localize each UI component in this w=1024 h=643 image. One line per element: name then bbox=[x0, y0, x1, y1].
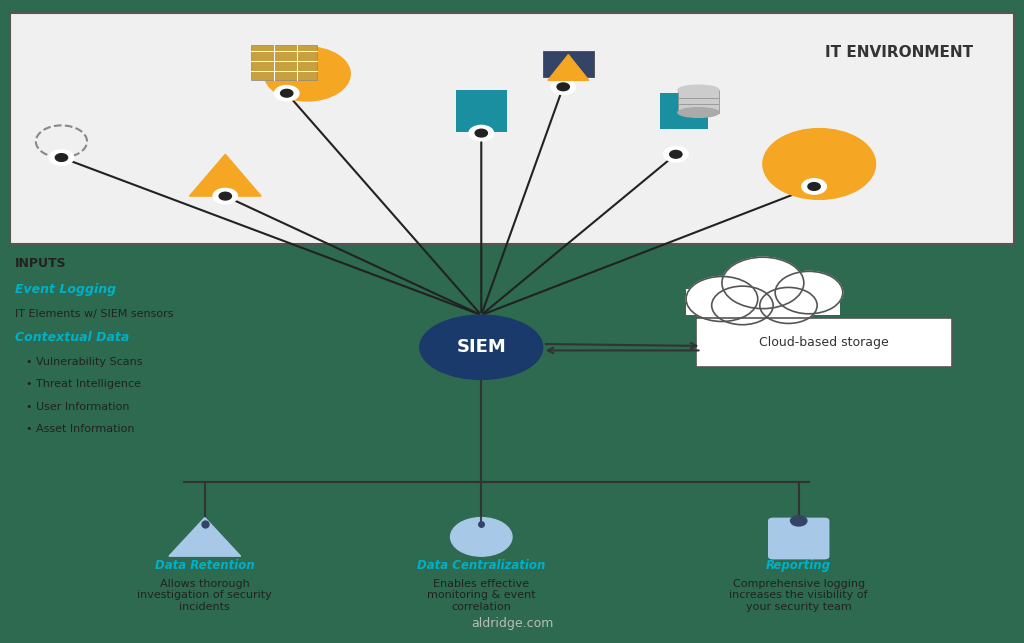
Circle shape bbox=[712, 286, 773, 325]
Circle shape bbox=[274, 86, 299, 101]
Circle shape bbox=[451, 518, 512, 556]
Circle shape bbox=[670, 150, 682, 158]
Text: Allows thorough
investigation of security
incidents: Allows thorough investigation of securit… bbox=[137, 579, 272, 612]
FancyBboxPatch shape bbox=[456, 90, 507, 132]
Text: • Asset Information: • Asset Information bbox=[26, 424, 134, 435]
Circle shape bbox=[686, 276, 758, 322]
Circle shape bbox=[219, 192, 231, 200]
Circle shape bbox=[664, 147, 688, 162]
FancyBboxPatch shape bbox=[251, 45, 317, 80]
Circle shape bbox=[551, 79, 575, 95]
Circle shape bbox=[775, 271, 843, 314]
Polygon shape bbox=[169, 518, 241, 556]
FancyBboxPatch shape bbox=[543, 51, 594, 77]
Text: IT ENVIRONMENT: IT ENVIRONMENT bbox=[824, 45, 973, 60]
Text: IT Elements w/ SIEM sensors: IT Elements w/ SIEM sensors bbox=[15, 309, 174, 319]
FancyBboxPatch shape bbox=[678, 90, 719, 113]
Text: Data Retention: Data Retention bbox=[155, 559, 255, 572]
Text: aldridge.com: aldridge.com bbox=[471, 617, 553, 630]
FancyBboxPatch shape bbox=[686, 289, 840, 315]
Circle shape bbox=[808, 183, 820, 190]
Circle shape bbox=[469, 125, 494, 141]
Circle shape bbox=[791, 516, 807, 526]
Text: • Vulnerability Scans: • Vulnerability Scans bbox=[26, 357, 142, 367]
Polygon shape bbox=[189, 154, 261, 196]
Text: • User Information: • User Information bbox=[26, 402, 129, 412]
FancyBboxPatch shape bbox=[10, 13, 1014, 244]
Circle shape bbox=[722, 257, 804, 309]
Text: SIEM: SIEM bbox=[457, 338, 506, 356]
Circle shape bbox=[55, 154, 68, 161]
Text: Data Centralization: Data Centralization bbox=[417, 559, 546, 572]
Circle shape bbox=[557, 83, 569, 91]
Text: Event Logging: Event Logging bbox=[15, 283, 117, 296]
Text: Comprehensive logging
increases the visibility of
your security team: Comprehensive logging increases the visi… bbox=[729, 579, 868, 612]
Ellipse shape bbox=[678, 107, 719, 117]
Circle shape bbox=[49, 150, 74, 165]
Polygon shape bbox=[548, 55, 589, 80]
FancyBboxPatch shape bbox=[768, 518, 829, 559]
Ellipse shape bbox=[420, 315, 543, 379]
Text: INPUTS: INPUTS bbox=[15, 257, 67, 270]
Ellipse shape bbox=[678, 85, 719, 95]
Circle shape bbox=[802, 179, 826, 194]
Circle shape bbox=[763, 129, 876, 199]
Circle shape bbox=[475, 129, 487, 137]
Text: Reporting: Reporting bbox=[766, 559, 831, 572]
Text: Cloud-based storage: Cloud-based storage bbox=[760, 336, 889, 349]
FancyBboxPatch shape bbox=[696, 318, 952, 367]
Text: • Threat Intelligence: • Threat Intelligence bbox=[26, 379, 140, 390]
Text: Enables effective
monitoring & event
correlation: Enables effective monitoring & event cor… bbox=[427, 579, 536, 612]
Circle shape bbox=[281, 89, 293, 97]
FancyBboxPatch shape bbox=[660, 93, 708, 129]
Text: Contextual Data: Contextual Data bbox=[15, 331, 130, 344]
Circle shape bbox=[264, 47, 350, 101]
Circle shape bbox=[213, 188, 238, 204]
Circle shape bbox=[760, 287, 817, 323]
